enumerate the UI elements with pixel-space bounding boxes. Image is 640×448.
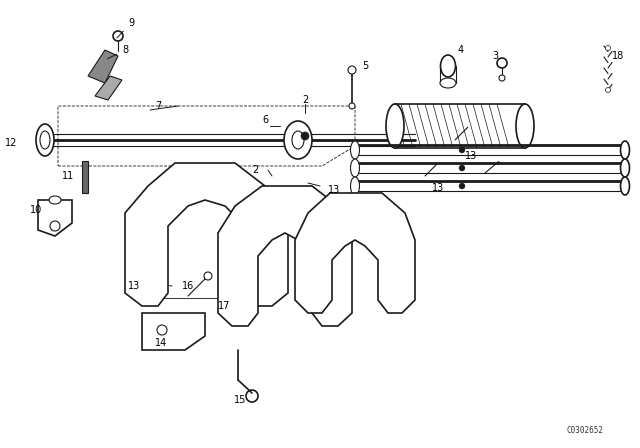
Ellipse shape <box>459 183 465 189</box>
Ellipse shape <box>49 196 61 204</box>
Polygon shape <box>125 163 288 306</box>
Ellipse shape <box>516 104 534 148</box>
Text: 17: 17 <box>218 301 230 311</box>
Ellipse shape <box>459 147 465 153</box>
Ellipse shape <box>351 141 360 159</box>
Bar <box>82 161 88 193</box>
Text: 12: 12 <box>5 138 17 148</box>
Ellipse shape <box>621 177 630 195</box>
Text: 13: 13 <box>328 185 340 195</box>
Text: 11: 11 <box>62 171 74 181</box>
Polygon shape <box>295 193 415 313</box>
Text: 13: 13 <box>465 151 477 161</box>
Text: 13: 13 <box>432 183 444 193</box>
Text: 3: 3 <box>492 51 498 61</box>
Ellipse shape <box>36 124 54 156</box>
Polygon shape <box>38 200 72 236</box>
Text: 2: 2 <box>302 95 308 105</box>
Text: C0302652: C0302652 <box>566 426 604 435</box>
Ellipse shape <box>40 131 50 149</box>
Ellipse shape <box>351 177 360 195</box>
Ellipse shape <box>204 272 212 280</box>
Polygon shape <box>95 76 122 100</box>
Ellipse shape <box>239 289 246 297</box>
Text: 8: 8 <box>108 45 128 59</box>
Ellipse shape <box>497 58 507 68</box>
Text: 15: 15 <box>234 395 246 405</box>
Text: 6: 6 <box>262 115 268 125</box>
Text: 5: 5 <box>362 61 368 71</box>
Polygon shape <box>88 50 118 83</box>
Ellipse shape <box>386 104 404 148</box>
Ellipse shape <box>348 66 356 74</box>
Text: 2: 2 <box>252 165 258 175</box>
Ellipse shape <box>292 131 304 149</box>
Ellipse shape <box>113 31 123 41</box>
Ellipse shape <box>621 141 630 159</box>
Ellipse shape <box>157 325 167 335</box>
Text: 9: 9 <box>117 18 134 38</box>
Ellipse shape <box>351 159 360 177</box>
Text: 10: 10 <box>30 205 42 215</box>
Ellipse shape <box>440 55 456 77</box>
Ellipse shape <box>284 121 312 159</box>
Polygon shape <box>142 313 205 350</box>
Text: 13: 13 <box>128 281 140 291</box>
Polygon shape <box>395 104 525 148</box>
Text: 16: 16 <box>182 281 195 291</box>
Text: 4: 4 <box>458 45 464 55</box>
Ellipse shape <box>301 132 309 140</box>
Ellipse shape <box>605 46 611 51</box>
Ellipse shape <box>50 221 60 231</box>
Text: 14: 14 <box>155 338 167 348</box>
Ellipse shape <box>440 78 456 88</box>
Text: 18: 18 <box>612 51 624 61</box>
Ellipse shape <box>459 165 465 171</box>
Polygon shape <box>218 186 352 326</box>
Ellipse shape <box>621 159 630 177</box>
Ellipse shape <box>605 87 611 92</box>
Ellipse shape <box>349 103 355 109</box>
Ellipse shape <box>499 75 505 81</box>
Text: 7: 7 <box>155 101 161 111</box>
